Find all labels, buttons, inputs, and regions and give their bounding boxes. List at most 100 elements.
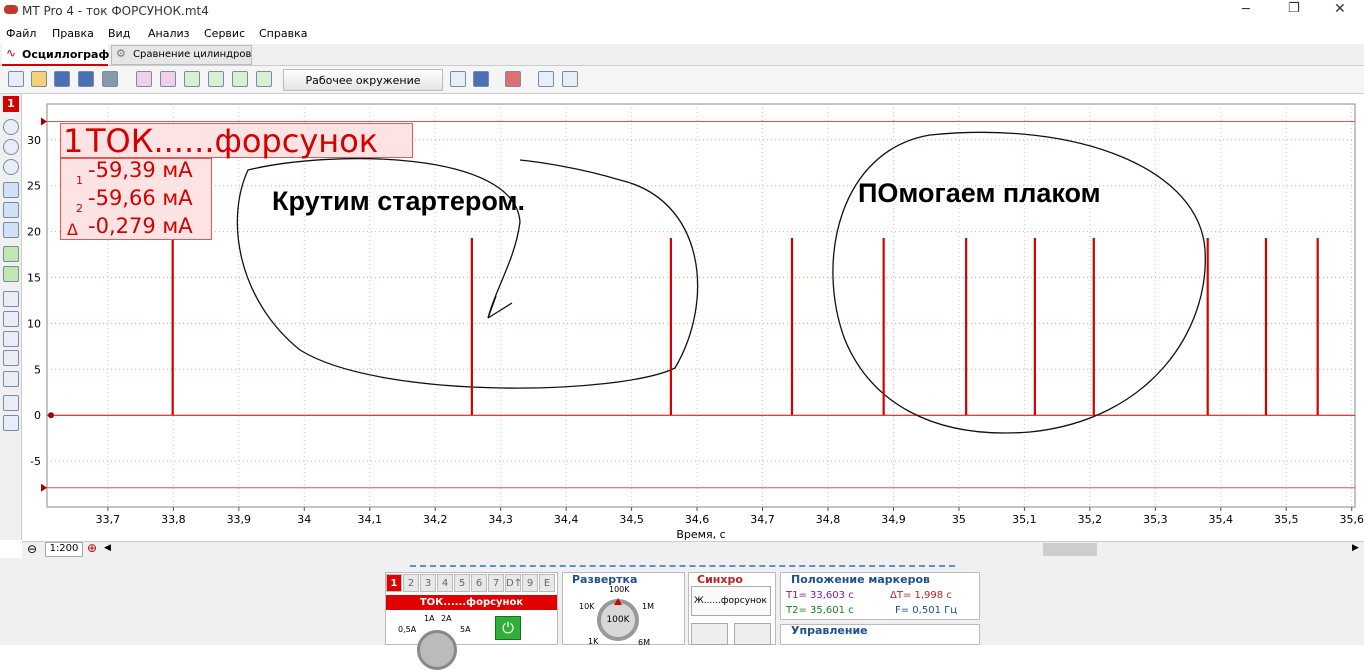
scroll-left[interactable]: ◀ [104, 543, 111, 553]
menu-item[interactable]: Правка [52, 27, 94, 40]
tool-new[interactable] [8, 71, 24, 87]
sync-source[interactable]: Ж......форсунок [691, 586, 771, 616]
tab-label[interactable]: Сравнение цилиндров [133, 49, 252, 60]
y-tick-label: 5 [34, 363, 41, 376]
sync-rise[interactable] [691, 623, 728, 645]
tab[interactable] [111, 45, 252, 65]
x-tick-label: 35,1 [1012, 513, 1037, 526]
amp-knob[interactable] [417, 630, 457, 670]
tab-active[interactable] [2, 44, 108, 66]
scroll-thumb[interactable] [1043, 543, 1097, 556]
channel-tab[interactable]: 1 [386, 574, 402, 592]
zoom-level[interactable]: 1:200 [45, 542, 83, 557]
tool-save-as[interactable] [78, 71, 94, 87]
move-center[interactable] [3, 202, 19, 218]
menu-item[interactable]: Анализ [148, 27, 190, 40]
channel-tab[interactable]: 9 [522, 574, 538, 592]
maximize[interactable]: ❐ [1288, 1, 1300, 16]
x-tick-label: 35,5 [1274, 513, 1299, 526]
zoom-out-button[interactable]: ⊖ [27, 542, 38, 556]
y-tick-label: 25 [27, 180, 41, 193]
toolbar [0, 66, 1364, 94]
zoom-in-button[interactable]: ⊕ [87, 541, 98, 555]
plot-area [46, 103, 1356, 508]
hand-ellipse [832, 131, 1206, 434]
y-tick-label: 20 [27, 226, 41, 239]
channel-tab[interactable]: 6 [471, 574, 487, 592]
markers-title: Положение маркеров [791, 573, 930, 586]
amp-label: 0,5A [398, 625, 417, 634]
sweep-knob[interactable]: 100K [597, 599, 639, 641]
move-up[interactable] [3, 182, 19, 198]
readings-box [60, 158, 212, 240]
power-button[interactable]: ⏻ [495, 616, 521, 640]
minimize[interactable]: ─ [1242, 2, 1250, 17]
channel-tab[interactable]: 2 [403, 574, 419, 592]
tool-graph-2[interactable] [3, 415, 19, 431]
x-tick-label: 33,8 [161, 513, 186, 526]
tool-list[interactable] [3, 350, 19, 366]
shift-up[interactable] [3, 246, 19, 262]
x-tick-label: 33,7 [96, 513, 121, 526]
cursor-handle [41, 117, 47, 126]
tool-markers[interactable] [3, 291, 19, 307]
annotation: ПОмогаем плаком [858, 178, 1101, 208]
tool-wave[interactable] [184, 71, 200, 87]
tool-save-env[interactable] [473, 71, 489, 87]
channel-tab[interactable]: 3 [420, 574, 436, 592]
tool-graph[interactable] [3, 395, 19, 411]
marker-t1: T1= 33,603 с [786, 590, 854, 601]
channel-tab[interactable]: E [539, 574, 555, 592]
channel-tab[interactable]: 4 [437, 574, 453, 592]
zoom-out[interactable] [3, 119, 19, 135]
tool-save[interactable] [54, 71, 70, 87]
environment-dropdown[interactable]: Рабочее окружение [283, 69, 443, 91]
tool-wave[interactable] [232, 71, 248, 87]
tool-values[interactable] [3, 371, 19, 387]
channel-tab[interactable]: 7 [488, 574, 504, 592]
zoom-in[interactable] [3, 159, 19, 175]
x-tick-label: 34,7 [750, 513, 775, 526]
menu-item[interactable]: Вид [108, 27, 131, 40]
channel-number: 1 [63, 122, 84, 160]
move-down[interactable] [3, 222, 19, 238]
sync-fall[interactable] [734, 623, 771, 645]
x-tick-label: 35,2 [1078, 513, 1103, 526]
tool-wave[interactable] [256, 71, 272, 87]
oscillogram: 33,7 33,8 33,9 34 34,1 34,2 34,3 34,4 34,5 34,6 34… [22, 94, 1364, 541]
cursor-handle [41, 483, 47, 492]
menu-item[interactable]: Сервис [204, 27, 246, 40]
tool-wave[interactable] [136, 71, 152, 87]
tool-open[interactable] [31, 71, 47, 87]
reading-value: -59,66 мА [88, 186, 193, 210]
tab-label[interactable]: Осциллограф [22, 48, 110, 61]
zero-marker [48, 412, 54, 419]
title-bar [0, 0, 1364, 22]
channel-name: ТОК......форсунок [86, 122, 379, 160]
tool-print[interactable] [102, 71, 118, 87]
tool-export[interactable] [538, 71, 554, 87]
reading-mark: 1 [76, 174, 83, 187]
tool-text[interactable] [3, 331, 19, 347]
scroll-right[interactable]: ▶ [1352, 543, 1359, 553]
tool-wave[interactable] [160, 71, 176, 87]
channel-button[interactable]: 1 [3, 96, 19, 112]
x-tick-label: 33,9 [227, 513, 252, 526]
annotation: Крутим стартером. [272, 186, 525, 216]
zoom-fit[interactable] [3, 139, 19, 155]
shift-down[interactable] [3, 266, 19, 282]
channel-tab[interactable]: D↑ [505, 574, 522, 592]
tool-undo[interactable] [450, 71, 466, 87]
x-axis-label: Время, с [676, 528, 725, 541]
tool-wave[interactable] [208, 71, 224, 87]
tool-car[interactable] [505, 71, 521, 87]
x-tick-label: 35,4 [1209, 513, 1234, 526]
menu-item[interactable]: Справка [259, 27, 308, 40]
tool-fit[interactable] [562, 71, 578, 87]
tool-markers-2[interactable] [3, 311, 19, 327]
channel-tab[interactable]: 5 [454, 574, 470, 592]
close[interactable]: ✕ [1334, 1, 1346, 17]
menu-item[interactable]: Файл [6, 27, 37, 40]
panel-splitter[interactable] [410, 565, 955, 567]
